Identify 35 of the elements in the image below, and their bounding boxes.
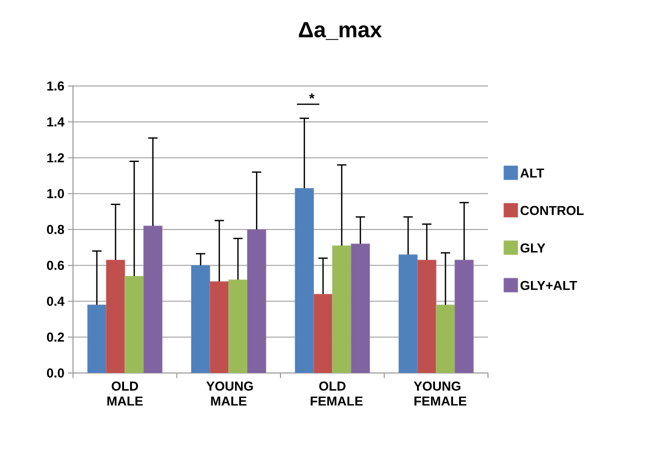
x-tick-label: YOUNG FEMALE	[414, 382, 466, 406]
legend-label: ALT	[520, 168, 544, 178]
y-tick-label: 0.8	[46, 224, 64, 234]
bar	[314, 294, 333, 373]
y-tick-label: 1.4	[47, 117, 64, 126]
bar	[87, 304, 106, 373]
legend-label: GLY	[520, 243, 546, 253]
bar	[454, 260, 474, 373]
bar	[294, 188, 314, 373]
bar	[210, 281, 229, 373]
bar	[191, 265, 210, 373]
bar	[417, 260, 436, 373]
x-tick-label: YOUNG MALE	[206, 382, 253, 406]
bar	[143, 226, 162, 373]
y-tick-label: 1.6	[47, 81, 64, 91]
bar	[124, 276, 144, 373]
legend-label: CONTROL	[520, 206, 584, 216]
bar	[228, 280, 248, 373]
y-tick-label: 0.6	[46, 260, 64, 270]
y-tick-label: 0.0	[46, 368, 64, 378]
bar	[106, 260, 126, 373]
y-tick-label: 0.2	[46, 332, 64, 342]
y-tick-label: 0.4	[46, 296, 64, 306]
annotation: *	[309, 93, 315, 99]
bar	[350, 244, 370, 373]
legend-label: GLY+ALT	[520, 280, 578, 290]
bar	[247, 229, 266, 373]
bar	[332, 245, 352, 373]
chart-title: Δa_max	[298, 22, 382, 40]
y-tick-label: 1.2	[47, 153, 64, 162]
x-tick-label: OLD MALE	[107, 382, 143, 406]
x-tick-label: OLD FEMALE	[310, 382, 363, 406]
y-tick-label: 1.0	[47, 189, 64, 198]
bar	[398, 254, 418, 373]
bar	[436, 304, 455, 373]
